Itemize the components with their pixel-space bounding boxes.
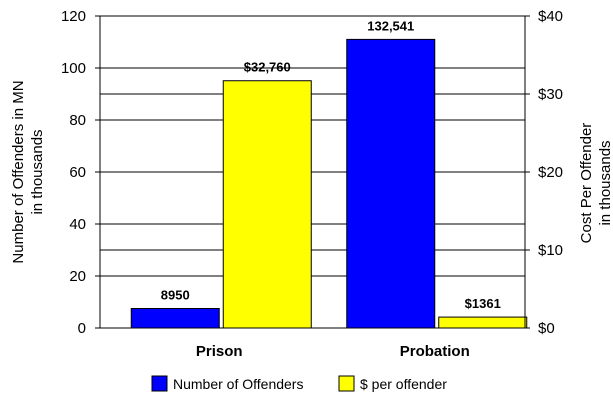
bars xyxy=(130,38,528,329)
data-label: $32,760 xyxy=(244,60,291,75)
legend: Number of Offenders $ per offender xyxy=(151,375,447,392)
legend-swatch-cost xyxy=(338,375,355,392)
data-labels: 8950 $32,760 132,541 $1361 xyxy=(161,18,501,311)
left-tick-label: 0 xyxy=(78,320,86,337)
left-tick-label: 100 xyxy=(61,60,86,77)
data-label: 8950 xyxy=(161,288,190,303)
left-axis-title-line2: in thousands xyxy=(29,129,46,214)
data-label: $1361 xyxy=(465,296,501,311)
bar-probation-1 xyxy=(438,316,528,329)
right-axis-ticks: $0 $10 $20 $30 $40 xyxy=(525,8,563,337)
right-tick-label: $20 xyxy=(538,164,563,181)
right-axis-title-2: in thousands xyxy=(597,140,613,225)
data-label: 132,541 xyxy=(367,18,414,33)
legend-label-offenders: Number of Offenders xyxy=(173,376,303,392)
left-axis-title: Number of Offenders in MN xyxy=(10,80,27,263)
right-tick-label: $0 xyxy=(538,320,555,337)
legend-label-cost: $ per offender xyxy=(360,376,447,392)
left-axis-ticks: 0 20 40 60 80 100 120 xyxy=(61,8,100,337)
category-labels: Prison Probation xyxy=(196,343,470,360)
left-tick-label: 80 xyxy=(69,112,86,129)
right-tick-label: $30 xyxy=(538,86,563,103)
left-axis-title-2: in thousands xyxy=(29,129,46,214)
gridlines xyxy=(100,67,525,277)
legend-swatch-offenders xyxy=(151,375,168,392)
category-label-prison: Prison xyxy=(196,343,243,360)
bar-prison-1 xyxy=(222,80,312,329)
bar-prison-0 xyxy=(130,308,220,329)
left-tick-label: 60 xyxy=(69,164,86,181)
right-tick-label: $10 xyxy=(538,242,563,259)
left-tick-label: 20 xyxy=(69,268,86,285)
right-axis-title-line2: in thousands xyxy=(597,140,613,225)
right-tick-label: $40 xyxy=(538,8,563,25)
left-axis-title-line1: Number of Offenders in MN xyxy=(10,80,27,263)
right-axis-title-line1: Cost Per Offender xyxy=(578,123,595,244)
category-label-probation: Probation xyxy=(400,343,470,360)
left-tick-label: 40 xyxy=(69,216,86,233)
bar-probation-0 xyxy=(346,38,436,329)
right-axis-title: Cost Per Offender xyxy=(578,123,595,244)
left-tick-label: 120 xyxy=(61,8,86,25)
